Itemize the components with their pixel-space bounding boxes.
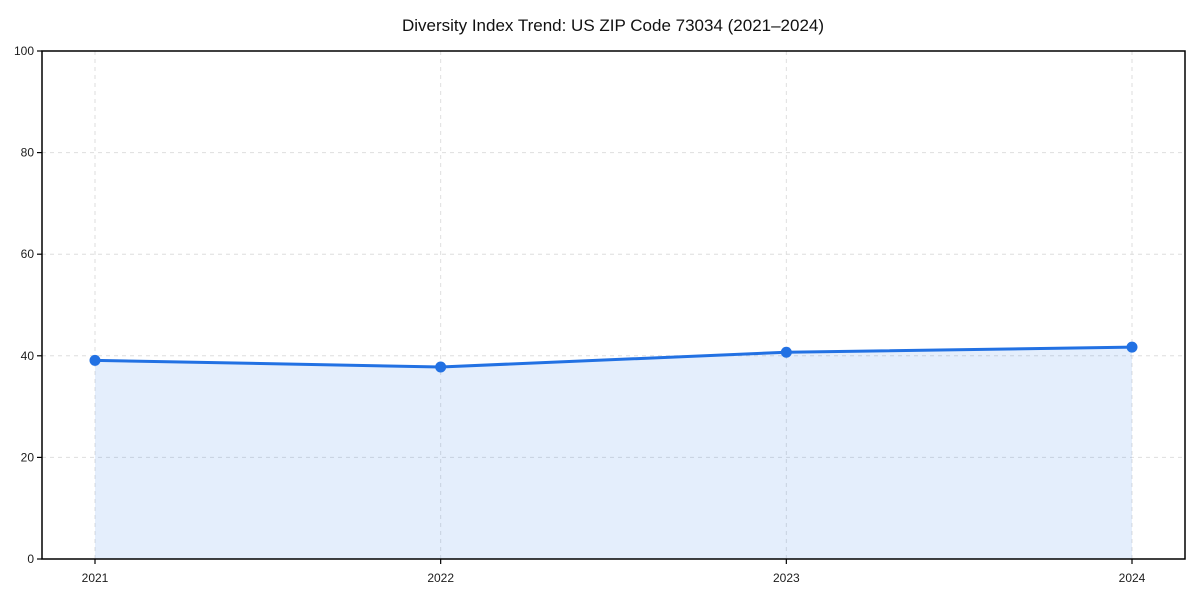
area-layer	[95, 347, 1132, 559]
data-point-2022	[435, 361, 447, 373]
plot-border	[41, 50, 1186, 560]
area-fill	[95, 347, 1132, 559]
axis-layer: 0 20 40 60 80 100 2021 2022 2023 2024	[14, 44, 1186, 585]
x-tick-label-2021: 2021	[82, 571, 109, 585]
y-tick-label-20: 20	[21, 450, 35, 464]
x-tick-label-2023: 2023	[773, 571, 800, 585]
y-tick-label-100: 100	[14, 44, 34, 58]
line-layer	[89, 341, 1138, 373]
data-point-2024	[1126, 341, 1138, 353]
y-tick-label-60: 60	[21, 247, 35, 261]
chart-title: Diversity Index Trend: US ZIP Code 73034…	[402, 16, 824, 35]
y-tick-label-0: 0	[27, 552, 34, 566]
trend-line	[93, 345, 1134, 369]
y-tick-label-40: 40	[21, 349, 35, 363]
y-tick-label-80: 80	[21, 146, 35, 160]
data-point-2023	[780, 346, 792, 358]
x-tick-label-2022: 2022	[427, 571, 454, 585]
x-tick-label-2024: 2024	[1119, 571, 1146, 585]
data-point-2021	[89, 354, 101, 366]
